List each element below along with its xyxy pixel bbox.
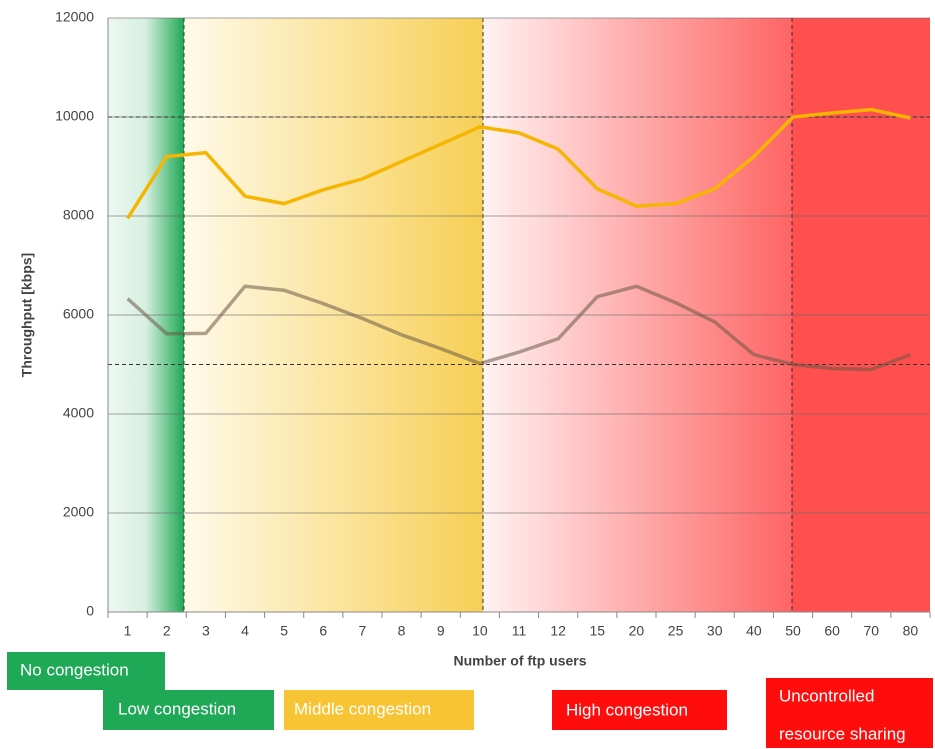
x-tick-label: 40 [746,623,762,639]
x-tick-label: 20 [629,623,645,639]
y-tick-label: 8000 [63,207,94,223]
y-tick-label: 4000 [63,405,94,421]
x-tick-label: 10 [472,623,488,639]
zone-label: Middle congestion [294,699,431,718]
zone-box [7,652,165,690]
zone-label: Uncontrolled [779,686,874,705]
x-tick-label: 50 [785,623,801,639]
y-tick-label: 0 [86,603,94,619]
x-tick-label: 5 [280,623,288,639]
zone-label: No congestion [20,660,129,679]
x-tick-label: 2 [163,623,171,639]
zone-label: resource sharing [779,724,906,743]
x-tick-label: 70 [863,623,879,639]
x-tick-label: 11 [512,623,527,639]
y-tick-label: 2000 [63,504,94,520]
x-tick-label: 30 [707,623,723,639]
y-axis-title: Throughput [kbps] [19,253,35,377]
x-tick-label: 3 [202,623,210,639]
zone-box [103,690,274,730]
x-tick-label: 4 [241,623,249,639]
zone-label: High congestion [566,700,688,719]
x-tick-label: 1 [124,623,132,639]
x-tick-label: 7 [359,623,367,639]
x-tick-label: 12 [550,623,566,639]
x-tick-label: 9 [437,623,445,639]
zone-box [284,690,474,730]
x-tick-label: 25 [668,623,684,639]
zone-label: Low congestion [118,699,236,718]
x-tick-label: 80 [903,623,919,639]
series-line [126,284,912,372]
y-tick-label: 6000 [63,306,94,322]
series-line [126,107,911,220]
x-tick-label: 60 [824,623,840,639]
x-tick-label: 8 [398,623,406,639]
zone-box [766,678,933,748]
zone-box [552,690,727,730]
y-tick-label: 10000 [55,108,94,124]
x-axis-title: Number of ftp users [453,653,586,669]
x-tick-label: 6 [319,623,327,639]
x-tick-label: 15 [589,623,605,639]
y-tick-label: 12000 [55,9,94,25]
